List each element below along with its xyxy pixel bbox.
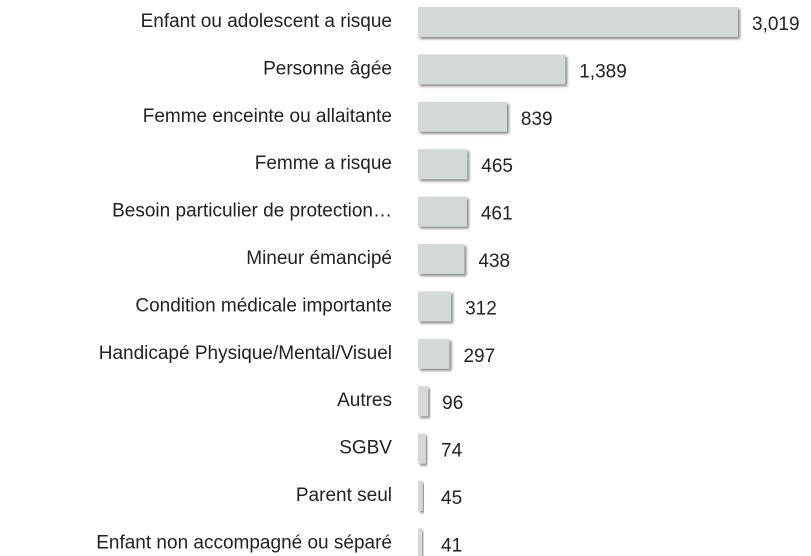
bar bbox=[418, 291, 452, 322]
category-label: SGBV bbox=[339, 438, 392, 459]
category-label: Femme a risque bbox=[255, 153, 392, 174]
category-label: Personne âgée bbox=[263, 58, 392, 79]
category-label: Besoin particulier de protection… bbox=[112, 201, 392, 222]
bar bbox=[418, 54, 566, 85]
value-label: 465 bbox=[481, 156, 513, 177]
bar bbox=[418, 481, 423, 511]
bar bbox=[418, 244, 465, 274]
bar bbox=[418, 433, 426, 464]
category-label: Mineur émancipé bbox=[246, 248, 392, 269]
value-label: 3,019 bbox=[752, 14, 800, 35]
value-label: 96 bbox=[442, 393, 463, 414]
category-label: Enfant non accompagné ou séparé bbox=[96, 532, 392, 553]
category-label: Autres bbox=[337, 390, 392, 411]
category-label: Condition médicale importante bbox=[135, 295, 392, 316]
value-label: 839 bbox=[521, 109, 553, 130]
category-label: Parent seul bbox=[296, 485, 392, 506]
bar bbox=[418, 196, 467, 227]
value-label: 1,389 bbox=[579, 61, 627, 82]
value-label: 312 bbox=[465, 298, 497, 319]
category-label: Handicapé Physique/Mental/Visuel bbox=[99, 343, 392, 364]
bar bbox=[418, 101, 507, 132]
category-label: Enfant ou adolescent a risque bbox=[141, 11, 392, 32]
value-label: 297 bbox=[463, 346, 495, 367]
value-label: 45 bbox=[441, 488, 462, 509]
bar bbox=[418, 149, 468, 180]
bar bbox=[418, 386, 429, 417]
value-label: 74 bbox=[441, 441, 463, 462]
value-label: 438 bbox=[478, 251, 510, 272]
value-label: 461 bbox=[481, 204, 513, 225]
bar bbox=[418, 338, 450, 369]
category-label: Femme enceinte ou allaitante bbox=[143, 106, 392, 127]
bar bbox=[418, 7, 738, 37]
bar bbox=[418, 528, 423, 556]
value-label: 41 bbox=[441, 535, 462, 556]
